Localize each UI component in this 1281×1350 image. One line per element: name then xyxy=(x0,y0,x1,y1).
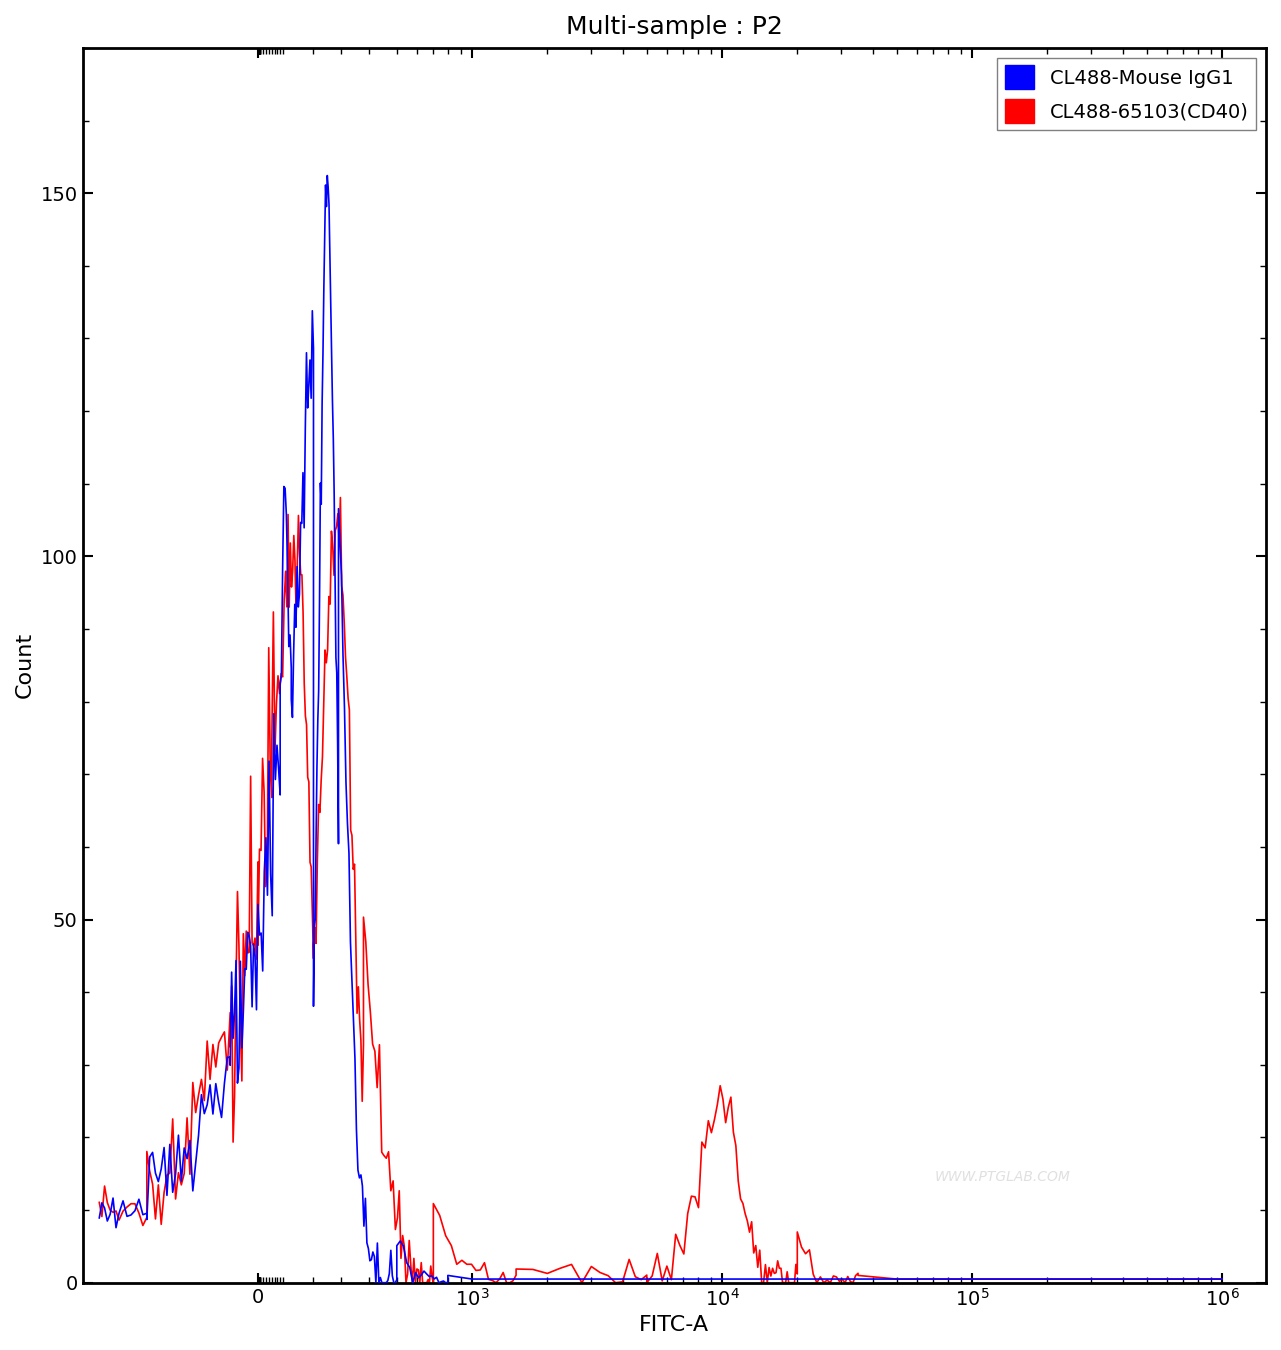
Legend: CL488-Mouse IgG1, CL488-65103(CD40): CL488-Mouse IgG1, CL488-65103(CD40) xyxy=(997,58,1257,131)
Title: Multi-sample : P2: Multi-sample : P2 xyxy=(566,15,783,39)
Text: WWW.PTGLAB.COM: WWW.PTGLAB.COM xyxy=(935,1170,1071,1184)
X-axis label: FITC-A: FITC-A xyxy=(639,1315,710,1335)
Y-axis label: Count: Count xyxy=(15,632,35,698)
